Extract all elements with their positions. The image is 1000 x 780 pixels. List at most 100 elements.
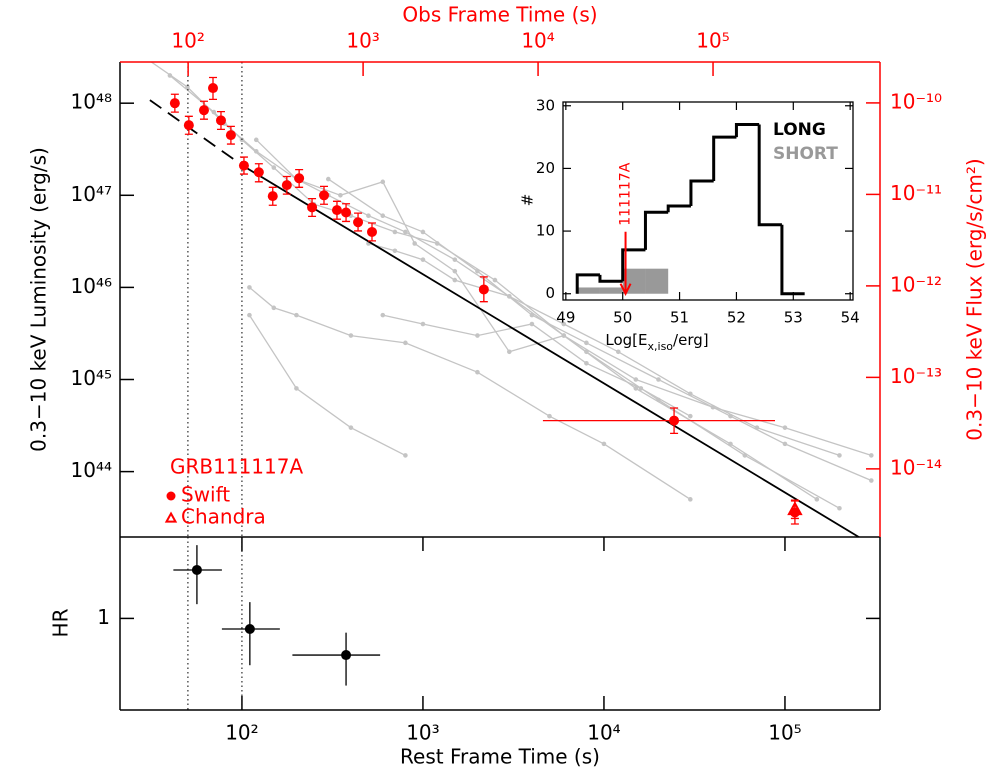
x2-axis-label: Obs Frame Time (s) [402, 3, 597, 27]
y-axis-label: 0.3−10 keV Luminosity (erg/s) [27, 147, 51, 452]
background-point [211, 109, 217, 115]
background-point [529, 321, 535, 327]
background-point [475, 333, 480, 338]
background-point [633, 377, 639, 382]
histogram-step [621, 248, 646, 282]
background-point [392, 229, 398, 235]
y-tick-label: 1 [97, 605, 110, 629]
background-point [452, 268, 458, 274]
background-point [348, 425, 354, 430]
background-point [420, 229, 426, 235]
histogram-step [598, 274, 623, 283]
background-point [452, 277, 458, 283]
inset-x-label-sub: x,iso [648, 340, 674, 353]
inset-y-tick-label: 10 [536, 222, 555, 240]
y-tick-label: 10⁴⁵ [71, 366, 112, 390]
background-point [869, 453, 874, 458]
background-point [247, 312, 252, 318]
background-curve [327, 178, 872, 482]
background-point [688, 497, 693, 502]
marker-circle [169, 98, 180, 109]
background-point [601, 441, 607, 447]
y-tick-label: 10⁴⁶ [71, 274, 112, 298]
inset-frame [562, 101, 854, 301]
fit-line [242, 164, 861, 537]
background-point [294, 386, 299, 391]
background-point [782, 425, 788, 430]
marker-circle [669, 415, 680, 426]
marker-circle [267, 191, 278, 202]
background-point [492, 277, 498, 283]
histogram-step [666, 204, 691, 213]
y-tick-label: 10⁴⁴ [71, 458, 112, 482]
background-point [561, 321, 567, 327]
background-point [584, 360, 589, 366]
background-point [869, 478, 874, 483]
marker-circle [341, 207, 352, 218]
plot-area [173, 537, 381, 710]
inset-x-label: Log[Ex,iso/erg] [605, 331, 708, 353]
background-point [185, 84, 190, 90]
plot-area [149, 62, 874, 537]
x2-tick-label: 10⁵ [696, 29, 729, 53]
legend-marker [164, 511, 178, 523]
marker-circle [353, 217, 364, 228]
histogram-step [689, 179, 714, 207]
inset-x-tick-label: 50 [613, 309, 632, 327]
histogram-step [575, 273, 600, 294]
background-point [338, 192, 343, 198]
x2-tick-label: 10² [171, 29, 204, 53]
background-point [656, 377, 661, 382]
inset-background [563, 102, 853, 300]
histogram-step [734, 123, 760, 138]
y-tick-label: 10⁴⁸ [71, 90, 112, 114]
background-point [782, 441, 788, 447]
background-point [403, 229, 408, 235]
inset-legend-label: LONG [773, 120, 826, 140]
y2-tick-label: 10⁻¹⁰ [890, 89, 942, 113]
background-point [403, 453, 408, 458]
x-tick-label: 10⁴ [587, 721, 620, 745]
marker-circle [294, 173, 305, 184]
background-point [475, 369, 480, 375]
histogram-step [757, 124, 782, 227]
marker-circle [191, 564, 202, 575]
background-point [167, 73, 173, 78]
histogram-bar [577, 287, 600, 294]
x2-tick-label: 10³ [346, 29, 379, 53]
y2-axis-label: 0.3−10 keV Flux (erg/s/cm²) [963, 158, 987, 440]
marker-circle [207, 83, 218, 94]
marker-triangle [787, 501, 803, 516]
marker-circle [253, 167, 264, 178]
marker-circle [307, 202, 318, 213]
background-point [547, 413, 552, 419]
inset-x-tick-label: 49 [556, 309, 575, 327]
background-point [348, 333, 354, 338]
background-point [271, 165, 277, 170]
marker-circle [366, 226, 377, 237]
marker-circle [215, 115, 226, 126]
marker-circle [341, 650, 352, 661]
background-point [710, 404, 716, 410]
y2-tick-label: 10⁻¹² [890, 272, 942, 296]
background-curve [255, 139, 872, 457]
background-point [814, 497, 820, 502]
annotation-arrow [619, 231, 632, 296]
fit-extrapolation [149, 99, 244, 167]
background-point [420, 321, 426, 327]
y-tick-label: 10⁴⁷ [71, 182, 112, 206]
background-point [728, 441, 733, 447]
x-tick-label: 10² [225, 721, 258, 745]
background-point [584, 340, 589, 346]
x-tick-label: 10³ [406, 721, 439, 745]
legend-label: Chandra [181, 505, 266, 529]
marker-circle [183, 120, 194, 131]
background-point [475, 268, 480, 274]
background-point [366, 213, 371, 219]
histogram-step [643, 210, 669, 250]
inset-y-tick-label: 0 [545, 284, 555, 302]
background-point [420, 257, 426, 262]
histogram-step [780, 224, 805, 296]
inset-legend-label: SHORT [773, 144, 838, 164]
marker-circle [318, 190, 329, 201]
